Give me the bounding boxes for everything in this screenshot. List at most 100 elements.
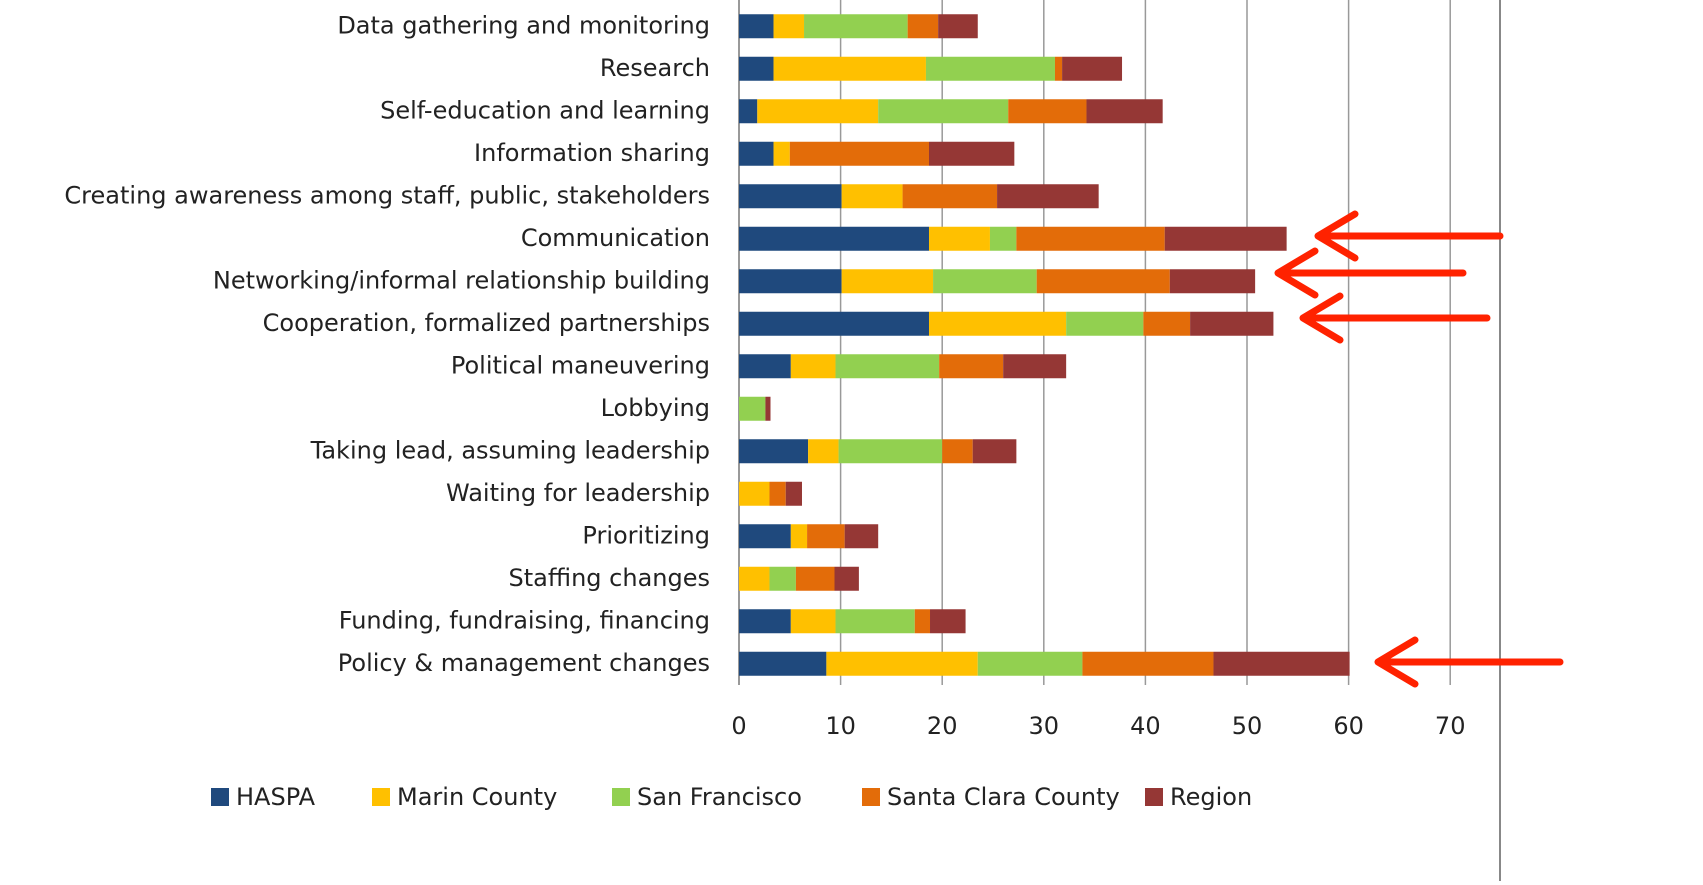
y-tick-label: Policy & management changes (338, 649, 710, 677)
bar-segment (739, 226, 929, 251)
bar-segment (1143, 311, 1191, 336)
bar-segment (841, 184, 903, 209)
bar-segment (1016, 226, 1165, 251)
bar-segment (785, 481, 802, 506)
y-tick-label: Networking/informal relationship buildin… (213, 266, 710, 294)
bar-segment (739, 269, 842, 294)
y-tick-label: Staffing changes (509, 564, 710, 592)
bar-segment (739, 439, 809, 464)
bar-segment (1086, 99, 1163, 124)
x-tick-label: 0 (731, 712, 746, 740)
bar-segment (989, 226, 1017, 251)
bar-segment (1190, 311, 1274, 336)
y-tick-label: Taking lead, assuming leadership (310, 436, 710, 464)
legend-label: San Francisco (637, 783, 802, 811)
bar-segment (1169, 269, 1256, 294)
bar-segment (773, 14, 805, 39)
bar-segment (757, 99, 879, 124)
bar-segment (790, 354, 836, 379)
bar-segment (1082, 651, 1214, 676)
bar-segment (939, 354, 1004, 379)
y-tick-label: Prioritizing (582, 521, 710, 549)
y-tick-label: Funding, fundraising, financing (339, 606, 710, 634)
y-tick-label: Lobbying (601, 394, 710, 422)
legend-label: Region (1170, 783, 1252, 811)
bar-segment (928, 226, 990, 251)
annotations (1274, 210, 1564, 688)
bar-segment (1213, 651, 1350, 676)
y-tick-label: Self-education and learning (380, 96, 710, 124)
bar-segment (739, 311, 929, 336)
legend-label: HASPA (236, 783, 316, 811)
bar-segment (769, 481, 786, 506)
legend-swatch (372, 788, 390, 806)
bar-segment (834, 566, 859, 591)
y-tick-label: Communication (521, 224, 710, 252)
legend-label: Marin County (397, 783, 557, 811)
bar-segment (930, 609, 966, 634)
bar-segment (977, 651, 1083, 676)
bar-segment (739, 56, 774, 81)
bar-segment (972, 439, 1017, 464)
x-tick-label: 60 (1333, 712, 1364, 740)
y-tick-label: Research (600, 54, 710, 82)
bar-segment (739, 14, 774, 39)
bar-segment (928, 311, 1067, 336)
legend-swatch (862, 788, 880, 806)
bar-segment (739, 396, 766, 421)
bar-segment (914, 609, 931, 634)
bar-segment (997, 184, 1099, 209)
legend-swatch (211, 788, 229, 806)
bar-segment (902, 184, 998, 209)
bar-segment (769, 566, 796, 591)
bar-segment (878, 99, 1009, 124)
bar-segment (739, 354, 791, 379)
x-tick-label: 50 (1232, 712, 1263, 740)
bar-segment (1008, 99, 1087, 124)
legend-swatch (1145, 788, 1163, 806)
bar-segment (765, 396, 771, 421)
y-tick-label: Cooperation, formalized partnerships (263, 309, 710, 337)
y-tick-label: Creating awareness among staff, public, … (64, 181, 710, 209)
bar-segment (739, 141, 774, 166)
bar-segment (938, 14, 978, 39)
x-tick-label: 10 (825, 712, 856, 740)
x-tick-label: 70 (1435, 712, 1466, 740)
bar-segment (807, 524, 845, 549)
bar-segment (1003, 354, 1067, 379)
bar-segment (841, 269, 934, 294)
bar-segment (1062, 56, 1123, 81)
bar-segment (789, 141, 929, 166)
bar-segment (835, 354, 940, 379)
bar-segment (835, 609, 915, 634)
bar-segment (804, 14, 908, 39)
bar-segment (790, 609, 836, 634)
y-tick-label: Political maneuvering (451, 351, 710, 379)
bar-segment (790, 524, 808, 549)
legend-swatch (612, 788, 630, 806)
bar-segment (838, 439, 943, 464)
y-tick-label: Information sharing (474, 139, 710, 167)
bar-segment (1054, 56, 1063, 81)
bar-segment (928, 141, 1015, 166)
bar-segment (925, 56, 1055, 81)
bar-segment (826, 651, 978, 676)
bar-segment (739, 184, 842, 209)
bar-segment (933, 269, 1037, 294)
x-tick-label: 20 (927, 712, 958, 740)
bar-segment (907, 14, 939, 39)
y-tick-label: Data gathering and monitoring (337, 11, 710, 39)
bar-segment (795, 566, 835, 591)
bar-segment (739, 566, 770, 591)
bar-segment (739, 481, 770, 506)
arrow (1314, 210, 1504, 262)
bar-segment (808, 439, 839, 464)
bar-segment (739, 609, 791, 634)
bar-segment (739, 524, 791, 549)
x-tick-label: 40 (1130, 712, 1161, 740)
bar-segment (1036, 269, 1170, 294)
x-tick-label: 30 (1029, 712, 1060, 740)
arrow (1374, 636, 1564, 688)
bar-segment (1164, 226, 1287, 251)
